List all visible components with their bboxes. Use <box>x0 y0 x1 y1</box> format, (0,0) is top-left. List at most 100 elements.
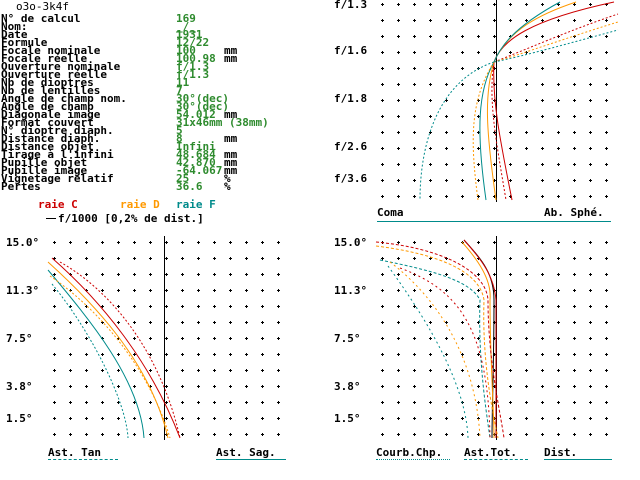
param-unit: mm <box>224 164 238 177</box>
param-label: Diagonale image <box>1 108 101 121</box>
tick-label: 11.3° <box>6 284 40 297</box>
scale-marker <box>46 218 56 219</box>
tick-label: 3.8° <box>334 380 361 393</box>
total-astigmatism-underline <box>464 459 528 460</box>
tick-label: 7.5° <box>334 332 361 345</box>
ast-sag-label: Ast. Sag. <box>216 446 276 459</box>
tick-label: 15.0° <box>334 236 368 249</box>
curve-low-c <box>493 61 513 201</box>
param-value: 31x46mm (38mm) <box>176 116 269 129</box>
curve-low-f2 <box>419 61 495 201</box>
param-value: 169 <box>176 12 196 25</box>
param-value: 8 <box>176 132 183 145</box>
legend-raie-f: raie F <box>176 198 216 211</box>
curve-low-d <box>486 61 497 201</box>
curve-sph-d <box>493 1 577 63</box>
legend-raie-c: raie C <box>38 198 78 211</box>
param-value: f/1.3 <box>176 68 210 81</box>
tick-label: 1.5° <box>6 412 33 425</box>
tick-label: f/1.3 <box>334 0 368 11</box>
ast-tan-underline <box>48 459 118 460</box>
distortion-underline <box>544 459 612 460</box>
param-value: 11 <box>176 76 190 89</box>
tick-label: f/1.8 <box>334 92 368 105</box>
param-label: Ouverture nominale <box>1 60 121 73</box>
curve-low-f <box>479 61 495 201</box>
param-label: Date <box>1 28 28 41</box>
curve-courb-c <box>399 267 491 439</box>
curve-sph-f <box>493 1 561 63</box>
curve-sag-f <box>47 269 145 439</box>
param-unit: % <box>224 172 231 185</box>
tick-label: f/1.6 <box>334 44 368 57</box>
param-label: Angle de champ <box>1 100 94 113</box>
curve-dist-c <box>463 239 497 438</box>
param-value: 100.98 <box>176 52 216 65</box>
tick-label: 7.5° <box>6 332 33 345</box>
param-value: 1931 <box>176 28 203 41</box>
param-label: Nb de lentilles <box>1 84 101 97</box>
param-label: Angle de champ nom. <box>1 92 127 105</box>
astig-grid <box>53 236 280 440</box>
param-value: 5 <box>176 124 183 137</box>
param-value: 100 <box>176 44 196 57</box>
tick-label: 15.0° <box>6 236 40 249</box>
curve-low-d2 <box>472 61 495 201</box>
param-label: Pertes <box>1 180 41 193</box>
astigmatism-curves <box>47 257 181 439</box>
tick-label: 1.5° <box>334 412 361 425</box>
curve-coma-d <box>493 21 619 63</box>
curve-tot-f <box>379 259 491 439</box>
curve-low-c2 <box>491 61 507 201</box>
param-value: _/_ <box>176 20 196 33</box>
curve-coma-f <box>493 29 619 63</box>
param-value: 7 <box>176 84 183 97</box>
tick-label: 11.3° <box>334 284 368 297</box>
legend-raie-d: raie D <box>120 198 160 211</box>
curve-sag-d <box>47 261 169 439</box>
param-label: Format couvert <box>1 116 94 129</box>
param-label: Pupille image <box>1 164 88 177</box>
distortion-label: Dist. <box>544 446 578 459</box>
param-value: -64.067 <box>176 164 223 177</box>
param-label: Focale nominale <box>1 44 101 57</box>
param-unit: mm <box>224 156 238 169</box>
curve-tan-d <box>49 275 171 439</box>
curve-courb-f <box>387 265 469 439</box>
ast-tan-label: Ast. Tan <box>48 446 101 459</box>
param-value: 42.870 <box>176 156 216 169</box>
param-label: Tirage à l'infini <box>1 148 114 161</box>
param-label: Nom: <box>1 20 28 33</box>
field-curvature-curves <box>375 239 505 439</box>
curve-coma-c <box>493 13 619 63</box>
coma-label: Coma <box>377 206 404 219</box>
param-label: Distance diaph. <box>1 132 101 145</box>
param-value: Infini <box>176 140 216 153</box>
curve-tot-d <box>375 245 499 439</box>
scale-note: f/1000 [0,2% de dist.] <box>58 212 204 225</box>
param-value: 30°(dec) <box>176 92 229 105</box>
plot-grids <box>53 0 608 440</box>
field-curvature-label: Courb.Chp. <box>376 446 443 459</box>
coma-underline <box>377 221 611 222</box>
param-unit: mm <box>224 44 238 57</box>
param-label: Ouverture réelle <box>1 68 107 81</box>
spherical-aberration-label: Ab. Sphé. <box>544 206 604 219</box>
tick-label: f/3.6 <box>334 172 368 185</box>
param-value: f/1.3 <box>176 60 210 73</box>
param-label: N° dioptre diaph. <box>1 124 114 137</box>
param-label: Formule <box>1 36 48 49</box>
param-unit: mm <box>224 148 238 161</box>
param-label: Vignetage relatif <box>1 172 114 185</box>
param-label: N° de calcul <box>1 12 81 25</box>
tick-label: f/2.6 <box>334 140 368 153</box>
param-label: Distance objet <box>1 140 94 153</box>
curve-courb-d <box>389 261 481 439</box>
param-label: Focale réelle <box>1 52 88 65</box>
param-unit: % <box>224 180 231 193</box>
tick-label: 3.8° <box>6 380 33 393</box>
param-label: Pupille objet <box>1 156 88 169</box>
param-value: 25 <box>176 172 190 185</box>
param-label: Nb de dioptres <box>1 76 94 89</box>
